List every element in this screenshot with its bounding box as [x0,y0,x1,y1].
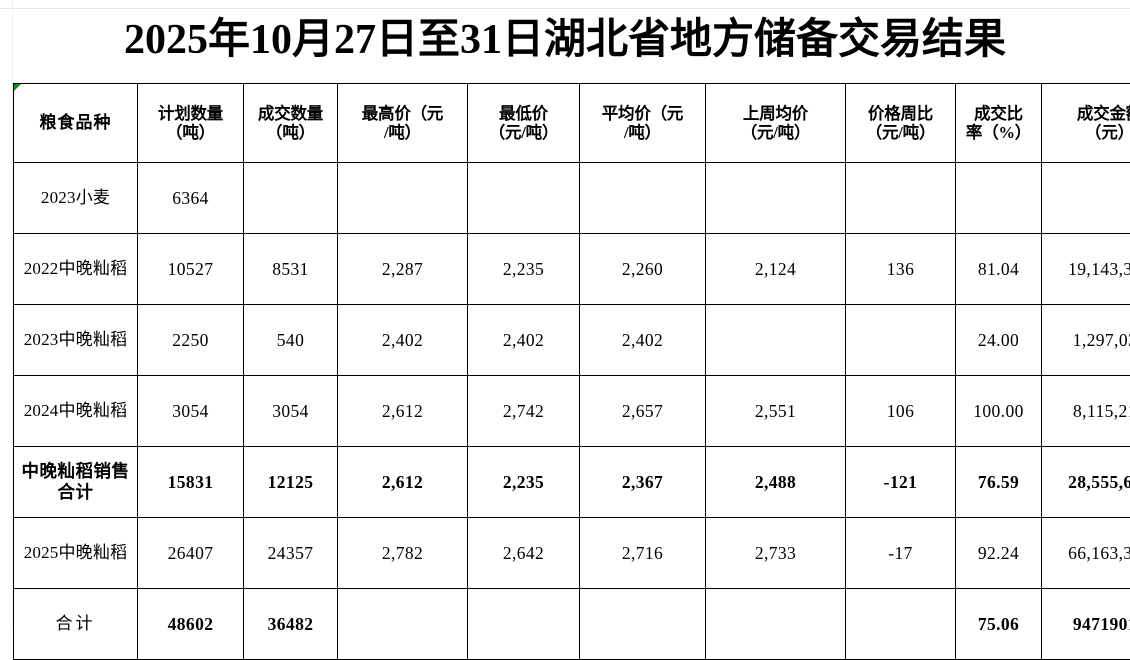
cell-deal [244,163,338,234]
column-header-wow: 价格周比（元/吨） [846,84,956,163]
cell-deal: 12125 [244,447,338,518]
cell-last: 2,733 [706,518,846,589]
cell-plan: 15831 [138,447,244,518]
sheet-gridline-top [0,8,1130,9]
cell-low [468,163,580,234]
cell-variety: 2022中晚籼稻 [14,234,138,305]
cell-wow: -17 [846,518,956,589]
cell-high: 2,782 [338,518,468,589]
cell-variety: 2023中晚籼稻 [14,305,138,376]
cell-deal: 36482 [244,589,338,660]
column-header-variety: 粮食品种 [14,84,138,163]
cell-plan: 2250 [138,305,244,376]
cell-amount: 66,163,368 [1042,518,1130,589]
cell-low [468,589,580,660]
cell-low: 2,235 [468,447,580,518]
cell-high: 2,402 [338,305,468,376]
cell-high: 2,287 [338,234,468,305]
cell-rate [956,163,1042,234]
cell-high [338,163,468,234]
cell-amount [1042,163,1130,234]
cell-avg: 2,716 [580,518,706,589]
cell-avg: 2,657 [580,376,706,447]
cell-wow: 136 [846,234,956,305]
cell-amount: 19,143,389 [1042,234,1130,305]
cell-wow [846,305,956,376]
column-header-plan: 计划数量（吨） [138,84,244,163]
cell-plan: 48602 [138,589,244,660]
column-header-deal: 成交数量（吨） [244,84,338,163]
cell-last: 2,488 [706,447,846,518]
cell-rate: 75.06 [956,589,1042,660]
cell-rate: 100.00 [956,376,1042,447]
cell-high [338,589,468,660]
spreadsheet-page: 2025年10月27日至31日湖北省地方储备交易结果 粮食品种计划数量（吨）成交… [0,0,1130,629]
column-header-high: 最高价（元/吨） [338,84,468,163]
cell-variety: 2023小麦 [14,163,138,234]
cell-avg [580,589,706,660]
column-header-amount: 成交金额（元） [1042,84,1130,163]
cell-wow: -121 [846,447,956,518]
cell-wow [846,163,956,234]
table-body: 粮食品种计划数量（吨）成交数量（吨）最高价（元/吨）最低价（元/吨）平均价（元/… [14,84,1130,660]
cell-plan: 26407 [138,518,244,589]
cell-low: 2,742 [468,376,580,447]
cell-variety: 2025中晚籼稻 [14,518,138,589]
cell-variety: 中晚籼稻销售合计 [14,447,138,518]
cell-last: 2,551 [706,376,846,447]
cell-low: 2,235 [468,234,580,305]
cell-plan: 10527 [138,234,244,305]
trade-results-table: 粮食品种计划数量（吨）成交数量（吨）最高价（元/吨）最低价（元/吨）平均价（元/… [13,83,1130,660]
column-header-low: 最低价（元/吨） [468,84,580,163]
cell-wow: 106 [846,376,956,447]
cell-rate: 81.04 [956,234,1042,305]
cell-last [706,589,846,660]
cell-low: 2,642 [468,518,580,589]
cell-rate: 92.24 [956,518,1042,589]
column-header-avg: 平均价（元/吨） [580,84,706,163]
column-header-rate: 成交比率（%） [956,84,1042,163]
cell-plan: 6364 [138,163,244,234]
cell-last [706,163,846,234]
cell-wow [846,589,956,660]
cell-amount: 1,297,037 [1042,305,1130,376]
cell-plan: 3054 [138,376,244,447]
cell-rate: 76.59 [956,447,1042,518]
cell-avg [580,163,706,234]
cell-high: 2,612 [338,447,468,518]
cell-avg: 2,260 [580,234,706,305]
column-header-last: 上周均价（元/吨） [706,84,846,163]
cell-variety: 合计 [14,589,138,660]
cell-deal: 8531 [244,234,338,305]
cell-rate: 24.00 [956,305,1042,376]
cell-deal: 540 [244,305,338,376]
cell-last [706,305,846,376]
page-title: 2025年10月27日至31日湖北省地方储备交易结果 [0,14,1130,66]
cell-amount: 94719013 [1042,589,1130,660]
cell-low: 2,402 [468,305,580,376]
cell-last: 2,124 [706,234,846,305]
cell-deal: 24357 [244,518,338,589]
table-header-row: 粮食品种计划数量（吨）成交数量（吨）最高价（元/吨）最低价（元/吨）平均价（元/… [14,84,1130,163]
cell-deal: 3054 [244,376,338,447]
cell-high: 2,612 [338,376,468,447]
cell-amount: 28,555,644 [1042,447,1130,518]
cell-amount: 8,115,218 [1042,376,1130,447]
cell-variety: 2024中晚籼稻 [14,376,138,447]
cell-avg: 2,367 [580,447,706,518]
cell-avg: 2,402 [580,305,706,376]
